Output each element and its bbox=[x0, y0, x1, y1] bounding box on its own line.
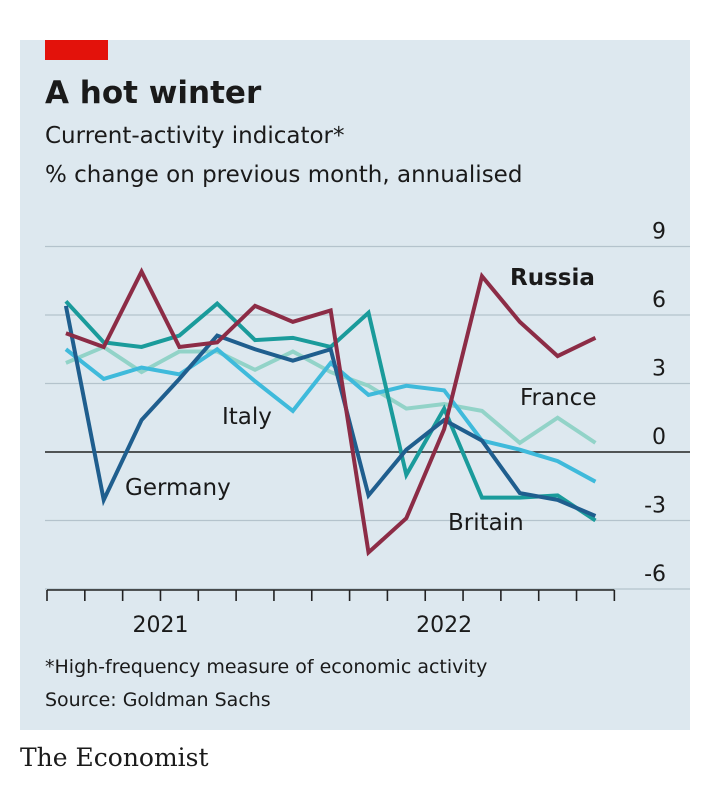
y-tick-label: 3 bbox=[652, 357, 666, 382]
series-label: France bbox=[520, 385, 596, 411]
series-line bbox=[64, 346, 597, 484]
series-line bbox=[64, 299, 597, 523]
series-label: Russia bbox=[510, 265, 595, 291]
y-tick-label: -3 bbox=[644, 494, 666, 519]
x-tick-label: 2021 bbox=[132, 613, 188, 638]
series-label: Germany bbox=[125, 475, 231, 501]
y-tick-label: 6 bbox=[652, 288, 666, 313]
y-tick-label: -6 bbox=[644, 562, 666, 587]
series-line bbox=[63, 305, 597, 518]
publisher: The Economist bbox=[20, 743, 209, 772]
y-tick-label: 9 bbox=[652, 220, 666, 245]
series-label: Italy bbox=[222, 404, 272, 430]
source: Source: Goldman Sachs bbox=[45, 689, 271, 711]
y-tick-label: 0 bbox=[652, 425, 666, 450]
chart-title: A hot winter bbox=[45, 75, 262, 111]
series-line bbox=[65, 267, 597, 557]
red-tag bbox=[45, 40, 108, 60]
footnote: *High-frequency measure of economic acti… bbox=[45, 656, 487, 678]
series-label: Britain bbox=[448, 510, 524, 536]
x-tick-label: 2022 bbox=[416, 613, 472, 638]
y-axis-label: % change on previous month, annualised bbox=[45, 162, 522, 188]
chart-subtitle: Current-activity indicator* bbox=[45, 123, 345, 149]
series-line bbox=[65, 344, 597, 446]
